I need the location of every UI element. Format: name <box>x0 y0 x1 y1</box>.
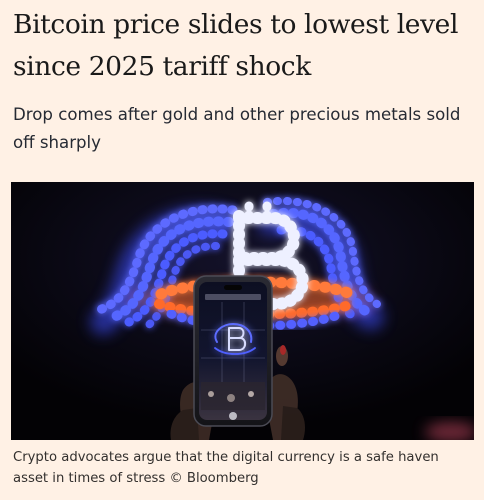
bitcoin-light-sculpture-photo <box>11 182 474 440</box>
caption-text: Crypto advocates argue that the digital … <box>13 450 439 486</box>
article-headline[interactable]: Bitcoin price slides to lowest level sin… <box>13 9 459 82</box>
image-caption: Crypto advocates argue that the digital … <box>13 447 478 489</box>
phone <box>193 275 273 427</box>
article-image[interactable] <box>11 182 474 440</box>
article-standfirst: Drop comes after gold and other precious… <box>13 105 461 152</box>
photo-credit: © Bloomberg <box>169 471 259 486</box>
